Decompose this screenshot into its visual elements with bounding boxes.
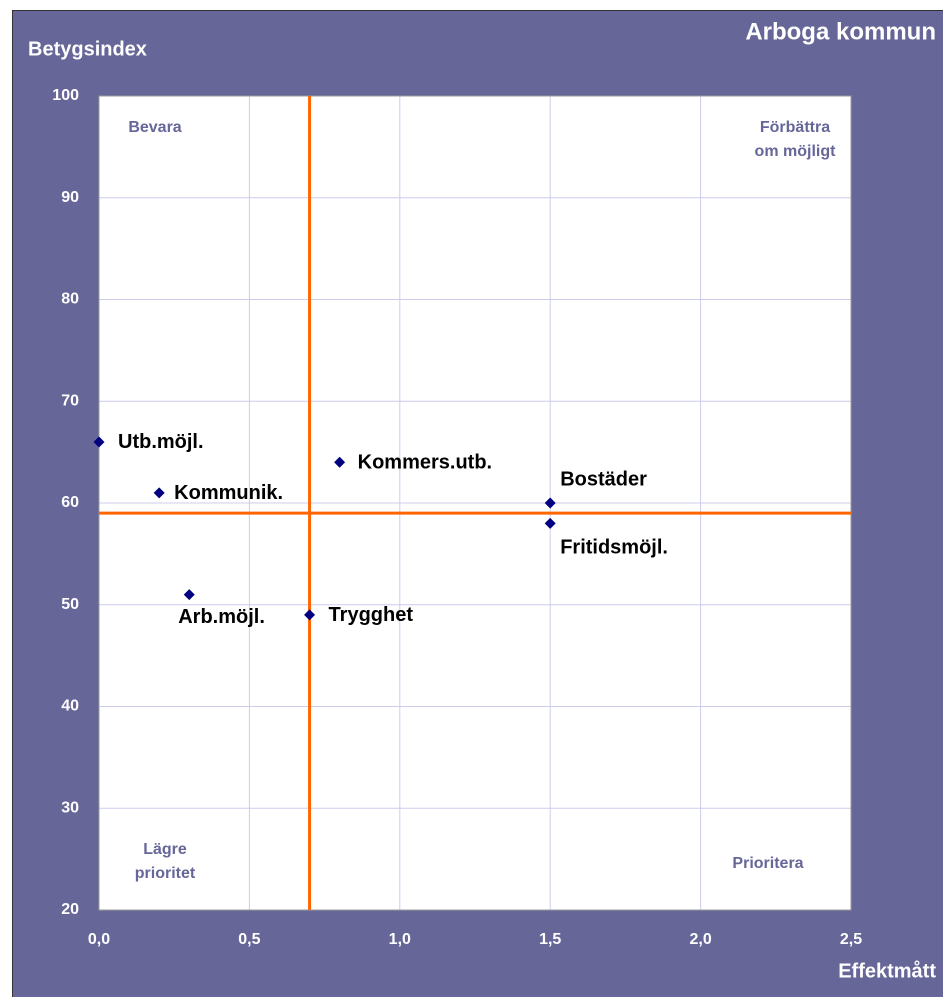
point (544, 517, 556, 529)
point (93, 436, 105, 448)
x-tick-label: 2,0 (689, 931, 711, 948)
quadrant-label: Förbättra (760, 119, 830, 136)
point-label: Kommers.utb. (358, 452, 492, 474)
y-tick-label: 40 (61, 698, 79, 715)
point-label: Trygghet (329, 604, 414, 626)
point-label: Bostäder (560, 468, 647, 490)
point (183, 589, 195, 601)
y-tick-label: 90 (61, 189, 79, 206)
y-tick-label: 60 (61, 494, 79, 511)
x-tick-label: 1,5 (539, 931, 561, 948)
quadrant-label: Prioritera (732, 855, 803, 872)
y-tick-label: 100 (52, 87, 79, 104)
quadrant-label: prioritet (135, 865, 196, 882)
x-tick-label: 0,5 (238, 931, 260, 948)
point-label: Arb.möjl. (178, 606, 265, 628)
point-label: Utb.möjl. (118, 431, 204, 453)
y-tick-label: 30 (61, 799, 79, 816)
y-axis-label: Betygsindex (28, 38, 147, 60)
quadrant-label: Bevara (128, 119, 181, 136)
y-tick-label: 70 (61, 392, 79, 409)
point (304, 609, 316, 621)
point (334, 456, 346, 468)
point-label: Kommunik. (174, 482, 283, 504)
x-tick-label: 2,5 (840, 931, 862, 948)
point-label: Fritidsmöjl. (560, 537, 668, 559)
chart-title: Arboga kommun (745, 18, 936, 45)
y-tick-label: 20 (61, 901, 79, 918)
point (544, 497, 556, 509)
x-axis-label: Effektmått (838, 959, 936, 982)
quadrant-label: om möjligt (755, 143, 837, 160)
y-tick-label: 80 (61, 291, 79, 308)
x-tick-label: 0,0 (88, 931, 110, 948)
quadrant-label: Lägre (143, 841, 187, 858)
plot-border (98, 95, 852, 911)
x-tick-label: 1,0 (389, 931, 411, 948)
y-tick-label: 50 (61, 596, 79, 613)
point (153, 487, 165, 499)
